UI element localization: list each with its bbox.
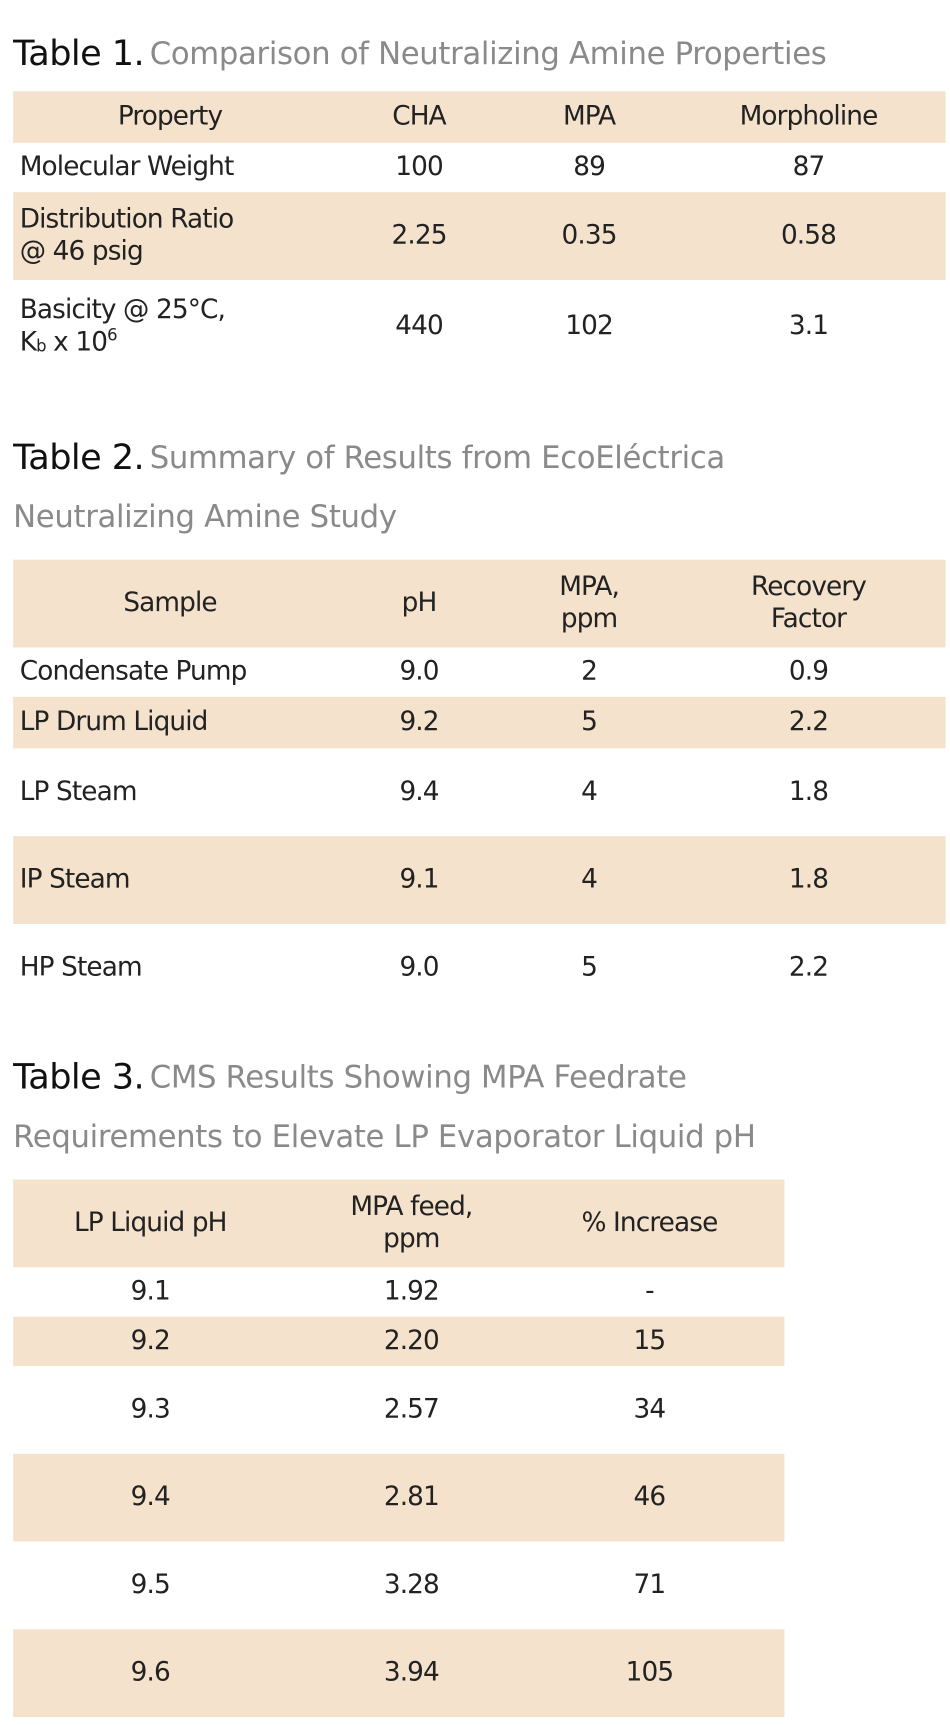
- table: Table 3. CMS Results Showing MPA Feedrat…: [12, 1057, 785, 1718]
- table-title: Table 3. CMS Results Showing MPA Feedrat…: [12, 1057, 686, 1098]
- table-cell: Molecular Weight: [20, 152, 234, 182]
- table-cell: 0.9: [789, 657, 828, 687]
- table-cell: 2.57: [384, 1394, 439, 1424]
- row-band: [13, 836, 946, 924]
- header-cell: CHA: [392, 102, 446, 132]
- table-cell: 4: [581, 777, 597, 807]
- header-cell: pH: [402, 588, 437, 618]
- table-caption: Comparison of Neutralizing Amine Propert…: [150, 36, 827, 72]
- table-cell: 5: [581, 952, 597, 982]
- header-cell: % Increase: [581, 1208, 717, 1238]
- header-cell: Morpholine: [740, 102, 878, 132]
- table-cell: 9.0: [399, 657, 438, 687]
- table: Table 1. Comparison of Neutralizing Amin…: [12, 33, 946, 357]
- text-run: x 10: [46, 327, 107, 357]
- table-cell: IP Steam: [20, 865, 130, 895]
- table-cell: 87: [793, 152, 825, 182]
- table-cell: Kb x 106: [20, 326, 117, 357]
- table-cell: 2.2: [789, 707, 828, 737]
- table-label: Table 2.: [12, 437, 144, 478]
- header-cell: Property: [118, 102, 223, 132]
- table-cell: 1.8: [789, 865, 828, 895]
- table-cell: 3.94: [384, 1658, 439, 1688]
- table-cell: 2.20: [384, 1326, 439, 1356]
- table-cell: 2.2: [789, 952, 828, 982]
- table-cell: 3.28: [384, 1570, 439, 1600]
- header-cell: LP Liquid pH: [74, 1208, 227, 1238]
- table-cell: 5: [581, 707, 597, 737]
- table-cell: LP Drum Liquid: [20, 707, 208, 737]
- table-cell: 3.1: [789, 311, 828, 341]
- header-cell: ppm: [383, 1224, 439, 1254]
- table-cell: 102: [565, 311, 613, 341]
- table-cell: 9.4: [131, 1482, 170, 1512]
- table-title: Table 2. Summary of Results from EcoEléc…: [12, 437, 725, 478]
- table-cell: -: [645, 1276, 654, 1306]
- table-cell: 9.1: [399, 865, 438, 895]
- table-caption: Requirements to Elevate LP Evaporator Li…: [13, 1118, 755, 1154]
- header-cell: Recovery: [751, 572, 866, 602]
- table-cell: 1.8: [789, 777, 828, 807]
- table-cell: 105: [626, 1658, 674, 1688]
- row-band: [13, 1629, 785, 1718]
- table-cell: 4: [581, 865, 597, 895]
- row-band: [13, 1453, 785, 1542]
- table-caption: Neutralizing Amine Study: [13, 499, 397, 535]
- table-cell: LP Steam: [20, 777, 137, 807]
- subscript: b: [36, 337, 46, 356]
- table-caption: Summary of Results from EcoEléctrica: [150, 439, 725, 475]
- table-title: Neutralizing Amine Study: [13, 499, 397, 535]
- table-cell: 0.35: [562, 221, 617, 251]
- table-cell: 34: [634, 1394, 666, 1424]
- table-cell: 1.92: [384, 1276, 439, 1306]
- table-cell: 9.6: [131, 1658, 170, 1688]
- table-cell: 9.4: [399, 777, 438, 807]
- table-cell: 100: [395, 152, 443, 182]
- table-caption: CMS Results Showing MPA Feedrate: [150, 1059, 687, 1095]
- table-cell: Distribution Ratio: [20, 205, 234, 235]
- table-cell: 9.3: [131, 1394, 170, 1424]
- row-band: [13, 1316, 785, 1367]
- table-title: Requirements to Elevate LP Evaporator Li…: [13, 1118, 755, 1154]
- table-cell: 9.1: [131, 1276, 170, 1306]
- table-cell: Condensate Pump: [20, 657, 247, 687]
- header-cell: Sample: [123, 588, 216, 618]
- table-title: Table 1. Comparison of Neutralizing Amin…: [12, 33, 826, 74]
- header-band: [13, 91, 946, 143]
- table-cell: 440: [395, 311, 443, 341]
- row-band: [13, 696, 946, 749]
- table-cell: 9.0: [399, 952, 438, 982]
- table-cell: 2.25: [392, 221, 447, 251]
- table-cell: @ 46 psig: [20, 237, 143, 267]
- table-cell: 9.2: [131, 1326, 170, 1356]
- header-cell: MPA,: [559, 572, 619, 602]
- header-cell: Factor: [771, 604, 847, 634]
- table: Table 2. Summary of Results from EcoEléc…: [12, 437, 946, 982]
- superscript: 6: [107, 326, 117, 345]
- table-cell: Basicity @ 25°C,: [20, 295, 225, 325]
- table-cell: 2: [581, 657, 597, 687]
- table-cell: 46: [634, 1482, 666, 1512]
- table-cell: 89: [573, 152, 605, 182]
- header-cell: MPA: [563, 102, 616, 132]
- header-cell: ppm: [561, 604, 617, 634]
- row-band: [13, 192, 946, 280]
- table-label: Table 1.: [12, 33, 144, 74]
- table-label: Table 3.: [12, 1057, 144, 1098]
- header-cell: MPA feed,: [350, 1192, 472, 1222]
- header-band: [13, 1179, 785, 1268]
- table-cell: 9.5: [131, 1570, 170, 1600]
- table-cell: 71: [634, 1570, 666, 1600]
- text-run: K: [20, 327, 38, 357]
- table-cell: 15: [634, 1326, 666, 1356]
- table-cell: HP Steam: [20, 952, 142, 982]
- table-cell: 0.58: [781, 221, 836, 251]
- header-band: [13, 559, 946, 648]
- table-cell: 9.2: [399, 707, 438, 737]
- table-cell: 2.81: [384, 1482, 439, 1512]
